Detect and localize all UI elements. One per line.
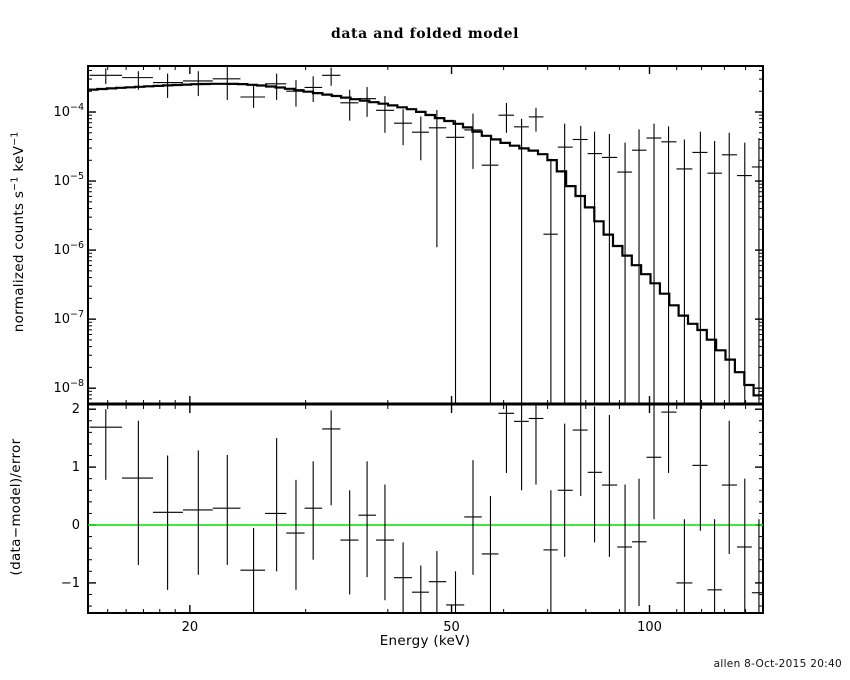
tick-labels: 20 50 100 10−4 10−5 10−6 10−7 10−8 −1 0 1 2	[53, 102, 661, 635]
x-axis-label: Energy (keV)	[379, 633, 471, 649]
y-axis-label-mid: keV	[10, 145, 27, 177]
svg-text:10−8: 10−8	[53, 378, 84, 396]
svg-text:10−4: 10−4	[53, 102, 84, 120]
svg-text:2: 2	[72, 402, 80, 417]
credit-text: allen 8-Oct-2015 20:40	[713, 658, 842, 670]
svg-text:−1: −1	[61, 576, 80, 591]
spectrum-data-points	[89, 67, 763, 403]
y-axis-label-sup2: −1	[9, 131, 21, 146]
y-axis-label-sup1: −1	[9, 176, 21, 191]
svg-text:10−5: 10−5	[53, 171, 84, 189]
y-axis-label-residuals: (data−model)/error	[8, 438, 24, 576]
plot-title: data and folded model	[331, 26, 519, 42]
svg-text:0: 0	[72, 518, 80, 533]
svg-text:1: 1	[72, 460, 80, 475]
svg-text:10−7: 10−7	[53, 309, 84, 327]
svg-text:10−6: 10−6	[53, 240, 84, 258]
svg-text:100: 100	[637, 620, 662, 635]
axis-ticks	[88, 66, 763, 613]
y-axis-label-text: normalized counts s	[10, 190, 27, 333]
panel-frames	[87, 65, 764, 614]
y-axis-label-spectrum: normalized counts s−1 keV−1	[9, 62, 27, 402]
model-step-line	[88, 82, 763, 397]
svg-text:20: 20	[182, 620, 199, 635]
residual-data-points	[89, 404, 763, 613]
svg-text:50: 50	[443, 620, 460, 635]
